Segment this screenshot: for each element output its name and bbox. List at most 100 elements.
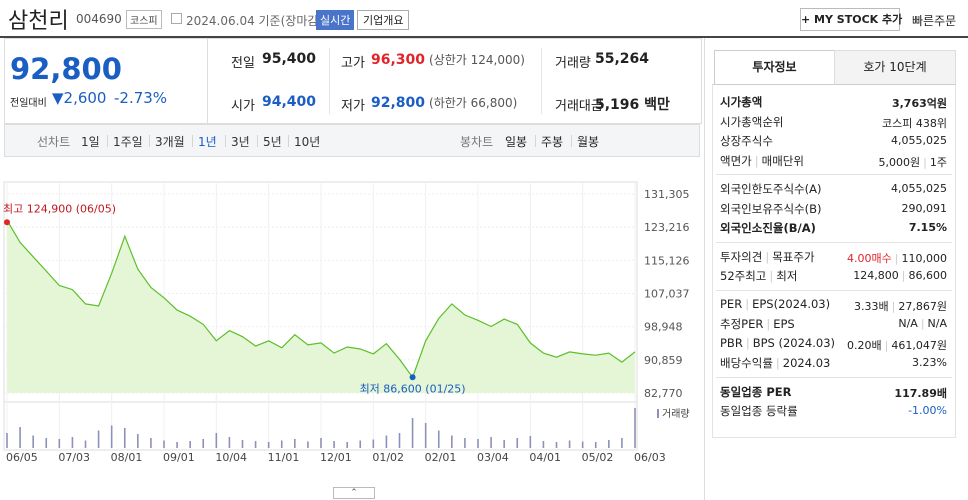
volume-bar (176, 442, 178, 448)
volume-bar (19, 427, 21, 448)
value-part: 3.23% (912, 356, 947, 369)
x-tick-label: 04/01 (529, 451, 561, 464)
stock-name: 삼천리 (8, 9, 69, 34)
volume-bar (137, 434, 139, 448)
period-tab[interactable]: 1년 (198, 135, 217, 149)
volume-bar (359, 440, 362, 448)
info-label: 액면가 | 매매단위 (720, 153, 804, 169)
y-tick-label: 90,859 (644, 354, 683, 367)
summary-value: 96,300 (371, 52, 426, 68)
volume-bar (621, 438, 623, 448)
panel-tab[interactable]: 투자정보 (714, 50, 835, 84)
x-tick-label: 10/04 (215, 451, 247, 464)
label-part: 배당수익률 (720, 356, 773, 370)
volume-legend-icon (657, 409, 659, 418)
period-tab[interactable]: 3년 (231, 135, 250, 149)
period-tabs (4, 124, 700, 157)
separator: | (884, 338, 889, 352)
x-tick-label: 08/01 (111, 451, 143, 464)
candle-tab[interactable]: 주봉 (541, 135, 564, 149)
y-tick-label: 131,305 (644, 188, 690, 201)
period-tab[interactable]: 3개월 (155, 135, 185, 149)
volume-bar (411, 418, 414, 448)
value-part: 110,000 (901, 251, 948, 265)
stock-code: 004690 (76, 12, 122, 26)
volume-bar (254, 441, 257, 448)
volume-bar (437, 430, 440, 448)
label-part: 시가총액순위 (720, 114, 784, 129)
label-part: 동일업종 PER (720, 384, 792, 399)
info-label: PER | EPS(2024.03) (720, 297, 830, 311)
label-part: 액면가 (720, 153, 752, 168)
y-tick-label: 115,126 (644, 254, 690, 267)
value-part: 27,867원 (898, 299, 947, 313)
separator: | (745, 296, 750, 311)
quick-order[interactable]: 빠른주문 (912, 14, 957, 28)
value-part: 코스피 438위 (882, 116, 947, 130)
group-separator (716, 376, 952, 378)
group-separator (716, 289, 952, 291)
volume-bar (228, 437, 231, 448)
x-tick-label: 06/03 (634, 451, 666, 464)
change-rate: -2.73% (114, 89, 168, 107)
summary-label: 전일 (231, 56, 255, 71)
my-stock-button[interactable]: + MY STOCK 추가 (800, 8, 902, 31)
panel-frame (712, 84, 956, 438)
volume-bar (6, 433, 8, 448)
x-tick-label: 11/01 (268, 451, 300, 464)
company-info-button[interactable]: 기업개요 (357, 10, 410, 30)
summary-value: 5,196 백만 (595, 97, 670, 113)
separator: | (775, 356, 780, 370)
info-value: 4,055,025 (891, 134, 947, 147)
summary-value: 94,400 (262, 94, 317, 110)
volume-bar (84, 440, 87, 448)
info-value: 124,800 | 86,600 (853, 269, 947, 282)
volume-bar (58, 439, 61, 448)
summary-note: (하한가 66,800) (429, 96, 518, 110)
volume-label: 거래량 (662, 408, 690, 420)
x-tick-label: 12/01 (320, 451, 352, 464)
candle-tab[interactable]: 월봉 (577, 135, 600, 149)
volume-bar (516, 438, 519, 448)
volume-bar (202, 439, 205, 448)
label-part: 상장주식수 (720, 134, 773, 148)
x-tick-label: 06/05 (6, 451, 38, 464)
separator: | (765, 249, 770, 264)
x-tick-label: 02/01 (425, 451, 457, 464)
volume-bar (385, 435, 388, 448)
volume-bar (398, 433, 401, 448)
volume-bar (581, 441, 584, 448)
volume-bar (294, 439, 296, 448)
period-tab[interactable]: 1일 (81, 135, 100, 149)
volume-bar (32, 435, 34, 448)
value-part: 4.00매수 (847, 251, 892, 265)
x-tick-label: 03/04 (477, 451, 509, 464)
tab-group-label: 봉차트 (460, 135, 494, 149)
volume-bar (150, 438, 152, 448)
period-tab[interactable]: 10년 (294, 135, 321, 149)
volume-bar (568, 440, 571, 448)
tab-separator (225, 135, 226, 147)
max-label: 최고 124,900 (06/05) (3, 202, 116, 215)
info-value: N/A | N/A (898, 317, 947, 330)
period-tab[interactable]: 5년 (263, 135, 282, 149)
value-part: 4,055,025 (891, 134, 947, 147)
label-part: 목표주가 (772, 249, 815, 264)
value-part: 86,600 (908, 269, 948, 282)
y-tick-label: 98,948 (644, 321, 683, 334)
value-part: N/A (898, 317, 918, 330)
candle-tab[interactable]: 일봉 (505, 135, 528, 149)
period-tab[interactable]: 1주일 (113, 135, 143, 149)
summary-cell: 95,400 (262, 51, 316, 67)
value-part: 1주 (929, 155, 947, 169)
realtime-button[interactable]: 실시간 (316, 10, 355, 30)
panel-tab[interactable]: 호가 10단계 (834, 50, 956, 85)
collapse-button[interactable]: ⌃ (333, 487, 375, 499)
label-part: 외국인보유주식수(B) (720, 201, 822, 216)
value-part: N/A (927, 317, 947, 330)
group-separator (716, 174, 952, 175)
separator: | (923, 155, 927, 169)
info-value: 290,091 (902, 202, 948, 215)
summary-label: 시가 (231, 99, 255, 114)
volume-bar (307, 441, 309, 448)
